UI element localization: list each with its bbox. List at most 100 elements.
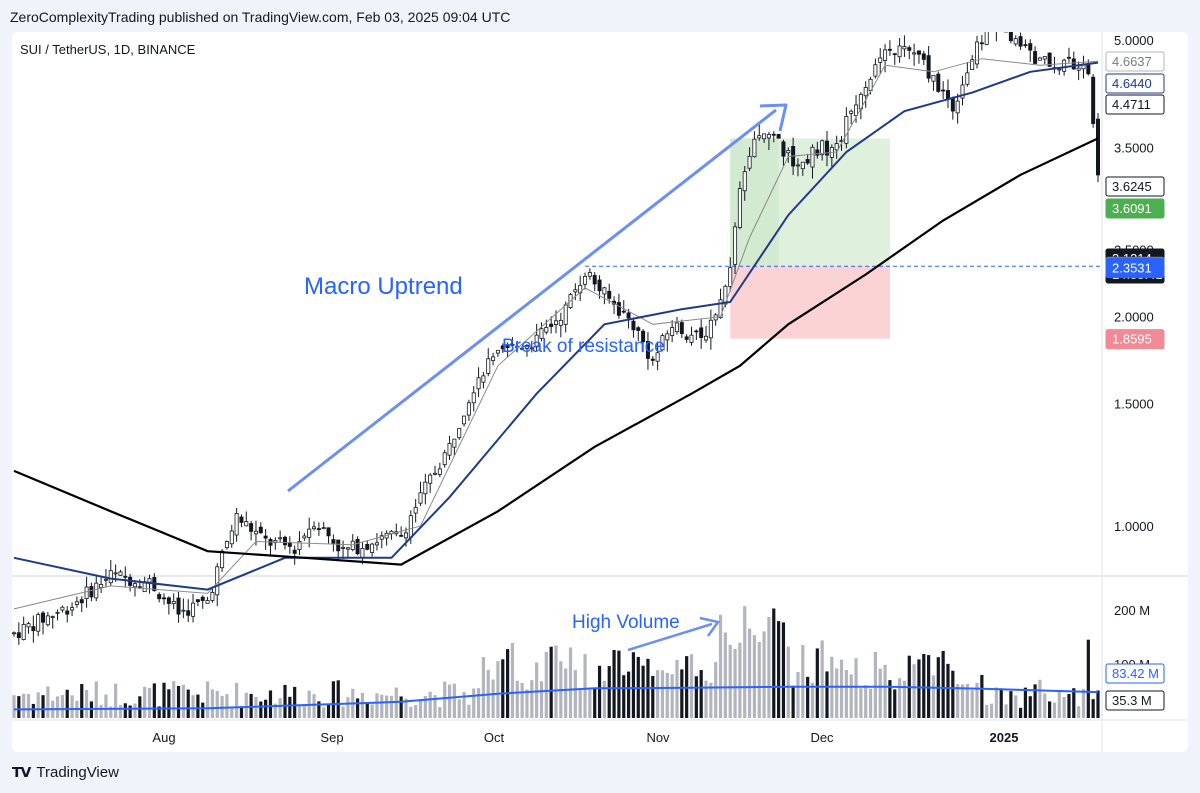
candle (674, 322, 679, 333)
candle (757, 135, 762, 139)
volume-label-box (1105, 690, 1165, 711)
chart-canvas[interactable]: Macro Uptrend Break of resistance High Vol… (12, 32, 1188, 752)
price-label-text: 1.8595 (1112, 332, 1152, 347)
candle (931, 74, 936, 82)
volume-bar (849, 674, 853, 718)
volume-bar (985, 704, 989, 718)
target-zone-filled (730, 138, 779, 267)
candle (103, 578, 108, 581)
candle (331, 539, 336, 544)
volume-bar (1028, 696, 1032, 718)
volume-bar (297, 704, 302, 718)
candle (897, 45, 902, 58)
volume-bar (17, 696, 21, 718)
candle (684, 336, 689, 340)
price-label-box (1105, 329, 1165, 350)
candle (1042, 56, 1047, 60)
volume-bar (733, 648, 737, 718)
candle (781, 141, 786, 157)
candle (534, 334, 539, 348)
annotation-macro-uptrend: Macro Uptrend (304, 273, 463, 300)
volume-bar (385, 695, 389, 718)
volume-bar (718, 614, 723, 718)
volume-bar (414, 704, 418, 718)
candle (26, 623, 31, 628)
candle (341, 547, 346, 549)
volume-label-text: 83.42 M (1112, 666, 1159, 681)
volume-bar (1072, 688, 1076, 718)
chart-frame[interactable]: Macro Uptrend Break of resistance High Vol… (12, 32, 1188, 752)
volume-bar (965, 683, 969, 718)
candle (820, 140, 825, 156)
candle (529, 347, 534, 350)
candle (94, 582, 99, 599)
volume-bar (317, 701, 321, 718)
volume-bar (980, 674, 984, 718)
candle (660, 335, 665, 351)
stop-zone (730, 266, 890, 339)
time-tick-label: 2025 (990, 730, 1019, 745)
volume-bar (510, 643, 515, 718)
volume-bar (225, 694, 229, 718)
volume-bar (999, 688, 1003, 718)
candle (166, 597, 171, 604)
candle (447, 443, 452, 456)
candle (70, 607, 75, 611)
candle (336, 539, 341, 552)
candle (621, 310, 626, 313)
candle (825, 140, 830, 156)
candle (1008, 32, 1013, 42)
volume-bar (41, 695, 45, 718)
volume-bar (859, 688, 863, 718)
candle (878, 57, 883, 63)
volume-bar (912, 664, 916, 718)
volume-bar (404, 698, 408, 718)
candle (132, 583, 137, 588)
candle (665, 333, 670, 341)
volume-bar (12, 695, 16, 718)
time-tick-label: Nov (646, 730, 670, 745)
volume-label-box (1105, 663, 1165, 684)
candle (1066, 56, 1071, 59)
volume-bar (147, 687, 152, 718)
candle (41, 612, 46, 623)
candle (960, 84, 965, 99)
candle (74, 601, 79, 605)
volume-tick-label: 200 M (1114, 603, 1150, 618)
candle (587, 272, 592, 277)
volume-bar (409, 706, 413, 718)
candle (704, 335, 709, 341)
candle (321, 527, 326, 530)
volume-bar (104, 694, 108, 718)
tradingview-logo[interactable]: 𝗧𝗩 TradingView (12, 764, 119, 781)
ema-slow-line (13, 137, 1099, 566)
volume-bar (989, 703, 994, 718)
candle (1076, 67, 1081, 71)
volume-bar (428, 691, 432, 718)
candle (771, 133, 776, 136)
candle (452, 438, 457, 448)
volume-bar (336, 680, 340, 718)
candle (742, 171, 747, 192)
volume-arrow-head (699, 616, 721, 637)
volume-bar (476, 688, 481, 718)
volume-bar (244, 692, 248, 718)
candle (186, 610, 191, 616)
price-label-box (1105, 51, 1165, 72)
volume-bar (525, 689, 529, 718)
candle (1037, 57, 1042, 61)
candle (1062, 59, 1067, 72)
volume-bar (55, 696, 60, 718)
candle (645, 340, 650, 359)
volume-bar (588, 689, 592, 718)
candle (326, 527, 331, 537)
candle (423, 481, 428, 495)
volume-bar (602, 680, 606, 718)
volume-bar (1018, 707, 1023, 718)
volume-bar (1043, 693, 1047, 718)
candle (602, 287, 607, 295)
volume-bar (481, 657, 486, 718)
candle (195, 599, 200, 602)
volume-bar (123, 703, 127, 718)
volume-bar (597, 665, 602, 718)
